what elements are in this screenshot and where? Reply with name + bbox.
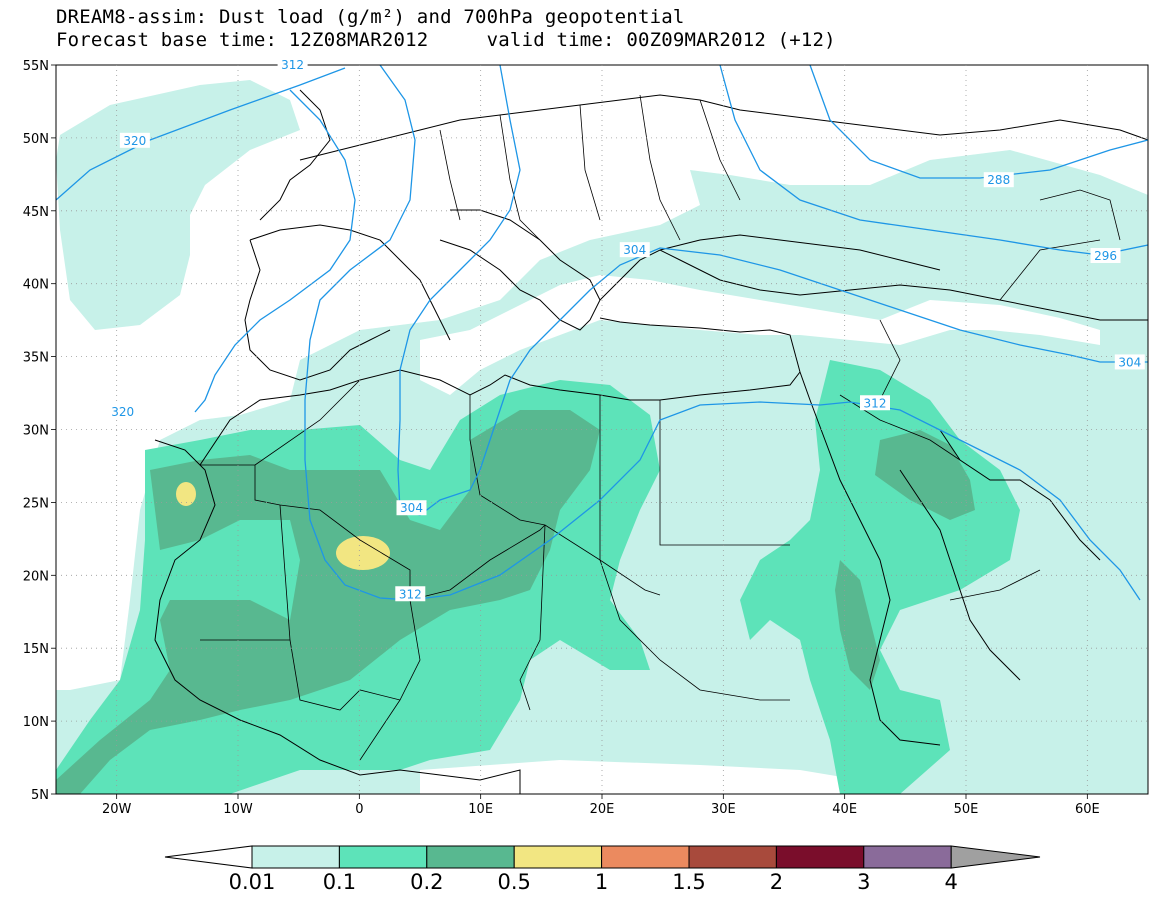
contour-label: 312 (399, 587, 422, 601)
dust-region-high-coast (176, 482, 196, 506)
lat-tick-label: 35N (23, 351, 49, 366)
legend-label: 1.5 (672, 870, 705, 894)
contour-label: 304 (623, 243, 646, 257)
legend-label: 0.2 (410, 870, 443, 894)
contour-label-bg (983, 172, 1014, 188)
contour-label: 288 (987, 173, 1010, 187)
political-borders (200, 94, 1121, 761)
contour-label-bg (396, 500, 427, 516)
legend-swatch (513, 845, 603, 869)
lon-tick-label: 10W (223, 802, 253, 817)
legend-swatch (338, 845, 428, 869)
contour-312 (304, 65, 1141, 601)
contour-label: 304 (400, 501, 423, 515)
contour-288 (809, 65, 1148, 179)
lat-tick-label: 15N (23, 642, 49, 657)
lon-tick-label: 10E (468, 802, 493, 817)
legend-swatch (601, 845, 690, 869)
legend-label: 0.1 (323, 870, 356, 894)
lat-tick-label: 55N (23, 59, 49, 74)
legend-swatch (426, 845, 515, 869)
contour-label-bg (1114, 354, 1145, 370)
contour-label-bg (860, 395, 890, 411)
lon-tick-label: 30E (711, 802, 736, 817)
valid-time: valid time: 00Z09MAR2012 (+12) (486, 29, 836, 51)
lon-tick-label: 20W (102, 802, 132, 817)
legend-label: 3 (857, 870, 870, 894)
lon-tick-label: 50E (954, 802, 979, 817)
contour-304 (397, 65, 1148, 516)
dust-region-clear-south (420, 760, 860, 794)
legend-label: 1 (595, 870, 608, 894)
lat-tick-label: 5N (31, 788, 49, 803)
legend-label: 0.01 (229, 870, 276, 894)
legend-swatch (775, 845, 865, 869)
legend-label: 0.5 (497, 870, 530, 894)
contour-label: 320 (123, 134, 146, 148)
lat-tick-label: 10N (23, 715, 49, 730)
legend-arrow-low (164, 845, 253, 869)
geopotential-contours (56, 65, 1148, 601)
legend-arrow-high (950, 845, 1041, 869)
contour-label: 312 (864, 396, 887, 410)
contour-label-bg (277, 57, 308, 72)
contour-labels: 312 320 320 304 312 304 288 296 304 312 (107, 57, 1145, 602)
lon-tick-label: 0 (355, 802, 363, 817)
contour-label-bg (1090, 247, 1121, 263)
contour-label-bg (395, 586, 426, 602)
forecast-base-time: Forecast base time: 12Z08MAR2012 (56, 29, 429, 51)
grid (51, 64, 1148, 799)
title-line-2: Forecast base time: 12Z08MAR2012 valid t… (56, 29, 836, 51)
lat-tick-label: 30N (23, 424, 49, 439)
title-line-1: DREAM8-assim: Dust load (g/m²) and 700hP… (56, 6, 685, 28)
legend-swatch (688, 845, 777, 869)
lat-tick-label: 25N (23, 496, 49, 511)
dust-region-clear-europe (420, 275, 1100, 395)
legend-swatch (251, 845, 340, 869)
legend-label: 4 (945, 870, 958, 894)
contour-label: 296 (1094, 249, 1117, 263)
contour-320-west (56, 67, 346, 201)
contour-label-bg (619, 242, 650, 258)
contour-label: 320 (111, 405, 134, 419)
dust-region-high-sahara (336, 536, 390, 570)
lon-tick-label: 40E (832, 802, 857, 817)
lat-tick-label: 40N (23, 278, 49, 293)
lat-tick-label: 45N (23, 205, 49, 220)
lat-tick-label: 50N (23, 132, 49, 147)
latitude-labels: 5N 10N 15N 20N 25N 30N 35N 40N 45N 50N 55N (23, 59, 49, 803)
contour-label-bg (107, 404, 138, 420)
legend-swatch (863, 845, 952, 869)
legend-label: 2 (770, 870, 783, 894)
contour-label: 304 (1118, 355, 1141, 369)
lat-tick-label: 20N (23, 569, 49, 584)
map-area (56, 65, 1148, 794)
lon-tick-label: 20E (590, 802, 615, 817)
colorbar-legend: 0.01 0.1 0.2 0.5 1 1.5 2 3 4 (164, 845, 1041, 894)
longitude-labels: 20W 10W 0 10E 20E 30E 40E 50E 60E (102, 802, 1100, 817)
coastlines (154, 89, 1148, 794)
lon-tick-label: 60E (1075, 802, 1100, 817)
contour-label: 312 (281, 58, 304, 72)
contour-320-loop (194, 89, 356, 413)
contour-label-bg (119, 132, 150, 148)
contour-296 (719, 65, 1148, 256)
